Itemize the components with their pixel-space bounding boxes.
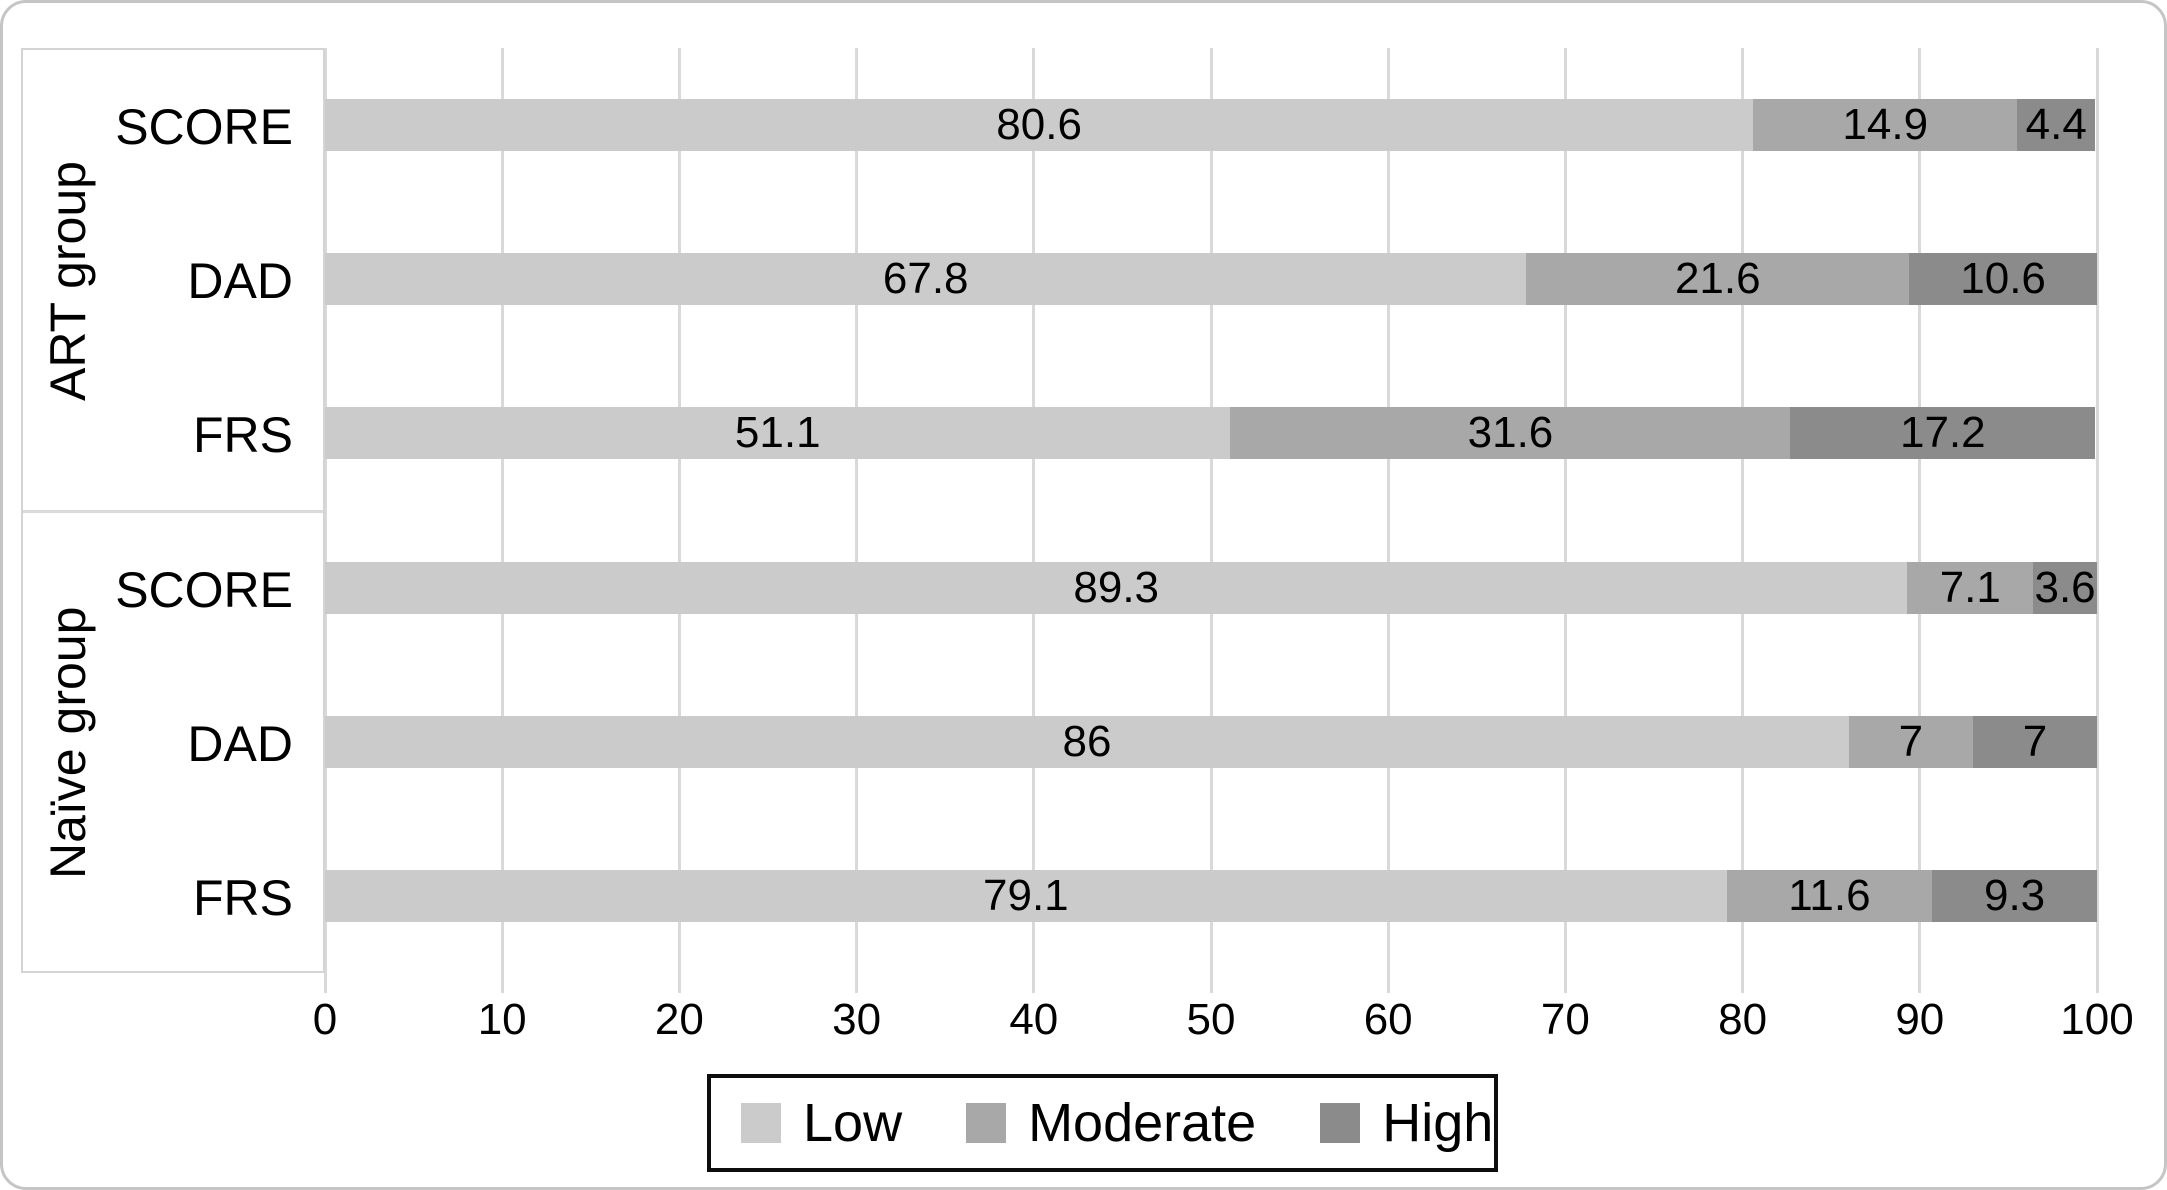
bar-row-frs-2: 51.1 31.6 17.2: [325, 407, 2096, 460]
gridline-40: [1032, 48, 1036, 993]
bar-segment-high: 9.3: [1932, 869, 2097, 922]
category-label-frs: FRS: [193, 407, 293, 464]
bar-segment-moderate: 21.6: [1526, 253, 1910, 306]
legend-entry-high: High: [1320, 1092, 1493, 1154]
bar-value-label: 79.1: [983, 870, 1069, 920]
legend: Low Moderate High: [707, 1074, 1498, 1172]
bar-value-label: 89.3: [1073, 562, 1160, 612]
legend-swatch-high: [1320, 1103, 1361, 1143]
bar-segment-low: 79.1: [325, 869, 1727, 922]
x-tick-label-90: 90: [1895, 995, 1945, 1044]
group-label-art: ART group: [40, 161, 96, 401]
bar-value-label: 9.3: [1983, 870, 2046, 920]
legend-label: Low: [803, 1093, 903, 1153]
category-label-score: SCORE: [115, 561, 293, 618]
bar-row-frs-5: 79.1 11.6 9.3: [325, 869, 2097, 922]
bar-segment-low: 89.3: [325, 561, 1908, 614]
x-tick-label-80: 80: [1718, 995, 1768, 1044]
bar-segment-moderate: 11.6: [1726, 869, 1933, 922]
legend-entry-low: Low: [741, 1092, 902, 1154]
bar-value-label: 10.6: [1960, 254, 2046, 304]
x-tick-label-0: 0: [312, 995, 338, 1044]
bar-value-label: 7: [1898, 716, 1924, 766]
gridline-30: [855, 48, 859, 993]
legend-swatch-low: [741, 1103, 781, 1143]
bar-segment-high: 4.4: [2017, 99, 2096, 152]
category-label-score: SCORE: [115, 99, 293, 156]
bar-row-score-3: 89.3 7.1 3.6: [325, 561, 2097, 614]
bar-value-label: 51.1: [734, 408, 821, 458]
bar-value-label: 31.6: [1467, 408, 1554, 458]
bar-row-dad-1: 67.8 21.6 10.6: [325, 253, 2097, 306]
bar-segment-low: 51.1: [325, 407, 1231, 460]
bar-value-label: 3.6: [2034, 562, 2096, 612]
x-tick-label-30: 30: [832, 995, 882, 1044]
bar-value-label: 17.2: [1899, 408, 1986, 458]
group-label-naive: Naïve group: [40, 606, 96, 879]
bar-segment-low: 86: [325, 715, 1849, 768]
bar-segment-high: 10.6: [1909, 253, 2097, 306]
bar-value-label: 7.1: [1939, 562, 2001, 612]
bar-segment-low: 80.6: [325, 99, 1754, 152]
bar-segment-moderate: 31.6: [1230, 407, 1791, 460]
bar-value-label: 67.8: [882, 254, 969, 304]
gridline-10: [500, 48, 504, 993]
gridline-90: [1918, 48, 1922, 993]
group-divider-line: [23, 510, 323, 513]
gridline-0: [323, 48, 327, 993]
x-tick-label-50: 50: [1186, 995, 1236, 1044]
gridline-50: [1209, 48, 1213, 993]
gridline-60: [1386, 48, 1390, 993]
bar-value-label: 86: [1062, 716, 1112, 766]
x-tick-label-100: 100: [2060, 995, 2134, 1044]
legend-label: High: [1382, 1093, 1494, 1153]
bar-value-label: 80.6: [996, 100, 1082, 150]
category-label-dad: DAD: [187, 253, 293, 310]
bar-segment-moderate: 7: [1848, 715, 1973, 768]
bar-value-label: 11.6: [1788, 870, 1871, 920]
bar-segment-low: 67.8: [325, 253, 1527, 306]
gridline-80: [1741, 48, 1745, 993]
bar-segment-moderate: 14.9: [1753, 99, 2018, 152]
legend-label: Moderate: [1028, 1093, 1257, 1153]
gridline-20: [677, 48, 681, 993]
category-label-dad: DAD: [187, 715, 293, 772]
category-label-frs: FRS: [193, 869, 293, 926]
x-tick-label-60: 60: [1363, 995, 1413, 1044]
bar-row-dad-4: 86 7 7: [325, 715, 2097, 768]
bar-segment-moderate: 7.1: [1907, 561, 2034, 614]
x-tick-label-10: 10: [477, 995, 527, 1044]
gridline-100: [2095, 48, 2099, 993]
bar-segment-high: 7: [1972, 715, 2097, 768]
x-tick-label-20: 20: [654, 995, 704, 1044]
bar-value-label: 7: [2022, 716, 2048, 766]
x-tick-label-70: 70: [1540, 995, 1590, 1044]
category-axis-box: ART group Naïve group SCORE DAD FRS SCORE DA…: [21, 48, 325, 973]
bar-value-label: 21.6: [1674, 254, 1761, 304]
bar-value-label: 14.9: [1842, 100, 1929, 150]
bar-segment-high: 17.2: [1790, 407, 2096, 460]
legend-entry-moderate: Moderate: [966, 1092, 1256, 1154]
legend-swatch-moderate: [966, 1103, 1007, 1143]
bar-row-score-0: 80.6 14.9 4.4: [325, 99, 2096, 152]
gridline-70: [1563, 48, 1567, 993]
x-tick-label-40: 40: [1009, 995, 1059, 1044]
bar-segment-high: 3.6: [2033, 561, 2097, 614]
bar-value-label: 4.4: [2025, 100, 2087, 150]
